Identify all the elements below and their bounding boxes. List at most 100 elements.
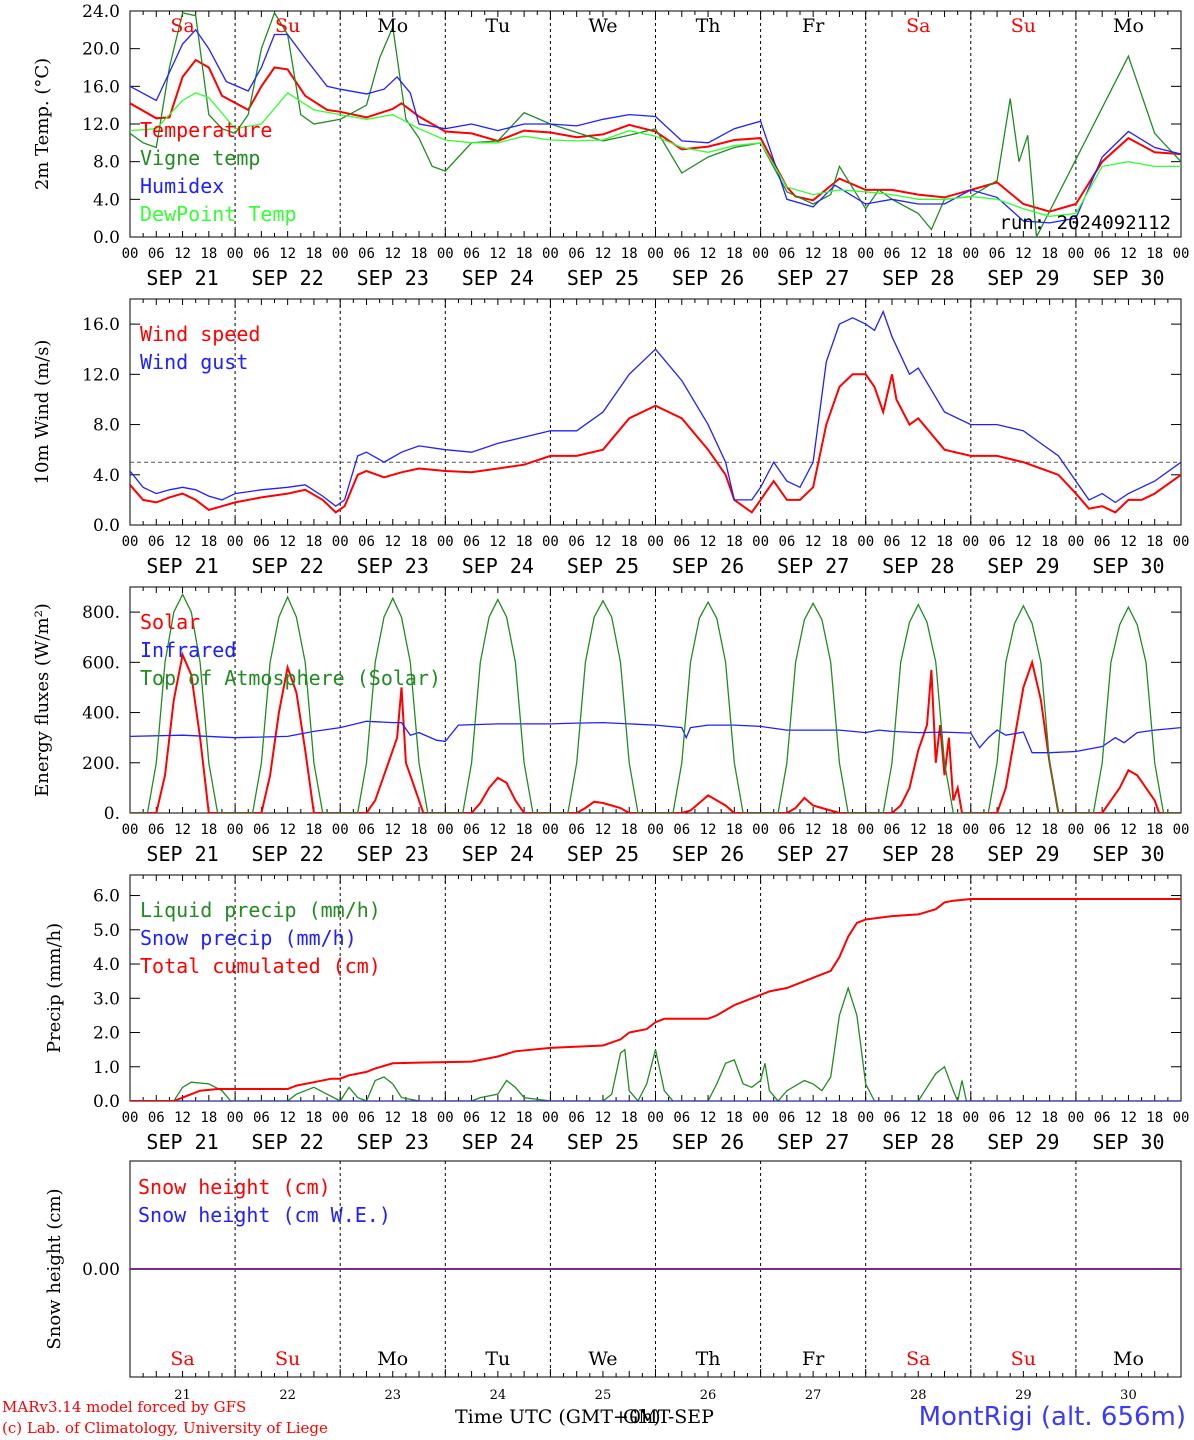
date-label: SEP 29 — [987, 1130, 1059, 1154]
legend-entry: Snow height (cm) — [138, 1175, 331, 1199]
hour-label: 12 — [489, 1110, 506, 1126]
hour-label: 00 — [332, 534, 349, 550]
hour-label: 12 — [700, 534, 717, 550]
hour-ticks — [129, 299, 1182, 525]
date-label: SEP 24 — [462, 842, 534, 866]
hour-label: 00 — [857, 1110, 874, 1126]
date-label: SEP 28 — [882, 842, 954, 866]
hour-label: 12 — [174, 822, 191, 838]
hour-label: 00 — [542, 822, 559, 838]
hour-label: 06 — [778, 1110, 795, 1126]
date-label: SEP 22 — [252, 842, 324, 866]
date-label: SEP 23 — [357, 842, 429, 866]
legend-entry: Top of Atmosphere (Solar) — [140, 666, 441, 690]
hour-label: 12 — [805, 822, 822, 838]
weekday-label: Th — [696, 15, 721, 37]
date-label: SEP 23 — [357, 1130, 429, 1154]
date-label: SEP 21 — [146, 1130, 218, 1154]
hour-label: 06 — [1094, 246, 1111, 262]
weekday-label: Mo — [377, 1348, 408, 1370]
date-label: SEP 29 — [987, 554, 1059, 578]
hour-label: 18 — [1041, 246, 1058, 262]
date-label: SEP 22 — [252, 554, 324, 578]
legend-entry: Solar — [140, 610, 200, 634]
hour-label: 00 — [332, 822, 349, 838]
series-humidex — [130, 28, 1181, 224]
hour-label: 06 — [1094, 1110, 1111, 1126]
hour-label: 12 — [384, 822, 401, 838]
hour-label: 00 — [752, 246, 769, 262]
day-number: 28 — [910, 1388, 927, 1403]
y-tick-label: 8.0 — [93, 416, 120, 436]
hour-label: 06 — [989, 246, 1006, 262]
hour-label: 12 — [1120, 246, 1137, 262]
hour-label: 18 — [726, 822, 743, 838]
hour-label: 12 — [1015, 534, 1032, 550]
hour-label: 12 — [384, 1110, 401, 1126]
hour-label: 18 — [831, 534, 848, 550]
day-number: 25 — [595, 1388, 612, 1403]
hour-label: 06 — [148, 246, 165, 262]
day-number: 29 — [1015, 1388, 1032, 1403]
hour-label: 12 — [1015, 822, 1032, 838]
hour-ticks — [129, 875, 1182, 1101]
hour-label: 00 — [227, 822, 244, 838]
series-infrared — [130, 720, 1181, 754]
hour-label: 06 — [463, 246, 480, 262]
weekday-label: Sa — [170, 15, 194, 37]
hour-label: 00 — [1067, 534, 1084, 550]
weekday-label: Sa — [906, 15, 930, 37]
date-label: SEP 30 — [1092, 1130, 1164, 1154]
hour-label: 12 — [805, 246, 822, 262]
date-label: SEP 21 — [146, 266, 218, 290]
date-label: SEP 24 — [462, 554, 534, 578]
series-solar — [130, 651, 1181, 813]
series-dewpoint-temp — [130, 92, 1181, 217]
hour-label: 18 — [726, 534, 743, 550]
hour-label: 00 — [1067, 1110, 1084, 1126]
hour-label: 12 — [1120, 534, 1137, 550]
hour-label: 12 — [174, 534, 191, 550]
hour-label: 00 — [1067, 822, 1084, 838]
hour-label: 18 — [1041, 534, 1058, 550]
hour-label: 06 — [989, 534, 1006, 550]
hour-label: 06 — [884, 1110, 901, 1126]
hour-label: 12 — [279, 1110, 296, 1126]
hour-label: 06 — [253, 246, 270, 262]
hour-label: 12 — [1015, 246, 1032, 262]
hour-label: 12 — [595, 822, 612, 838]
hour-label: 18 — [831, 1110, 848, 1126]
weekday-label: Mo — [1113, 15, 1144, 37]
hour-label: 18 — [411, 1110, 428, 1126]
hour-label: 00 — [1173, 822, 1190, 838]
hour-label: 00 — [647, 534, 664, 550]
y-tick-label: 600. — [82, 653, 120, 673]
series-vigne-temp — [130, 11, 1181, 237]
legend-entry: Snow precip (mm/h) — [140, 926, 357, 950]
weekday-label: Su — [275, 15, 300, 37]
run-label: run: 2024092112 — [999, 212, 1171, 234]
date-label: SEP 30 — [1092, 842, 1164, 866]
hour-label: 12 — [1015, 1110, 1032, 1126]
y-tick-label: 16.0 — [82, 77, 120, 97]
time-overlap-text: GMT-SEP — [623, 1406, 714, 1428]
y-axis-label: Energy fluxes (W/m²) — [32, 603, 53, 797]
hour-label: 00 — [437, 822, 454, 838]
hour-label: 00 — [1173, 534, 1190, 550]
y-tick-label: 12.0 — [82, 365, 120, 385]
day-number: 23 — [384, 1388, 401, 1403]
hour-label: 18 — [305, 1110, 322, 1126]
hour-label: 12 — [910, 246, 927, 262]
hour-label: 00 — [122, 1110, 139, 1126]
hour-label: 18 — [936, 1110, 953, 1126]
hour-label: 00 — [647, 822, 664, 838]
hour-label: 12 — [910, 1110, 927, 1126]
panel-snow: 0.00 Snow height (cm) Snow height (cm) Snow… — [44, 1160, 1182, 1403]
legend-entry: Total cumulated (cm) — [140, 954, 381, 978]
hour-label: 12 — [805, 534, 822, 550]
hour-label: 06 — [463, 822, 480, 838]
hour-label: 18 — [1041, 822, 1058, 838]
hour-label: 12 — [279, 822, 296, 838]
hour-label: 12 — [595, 246, 612, 262]
